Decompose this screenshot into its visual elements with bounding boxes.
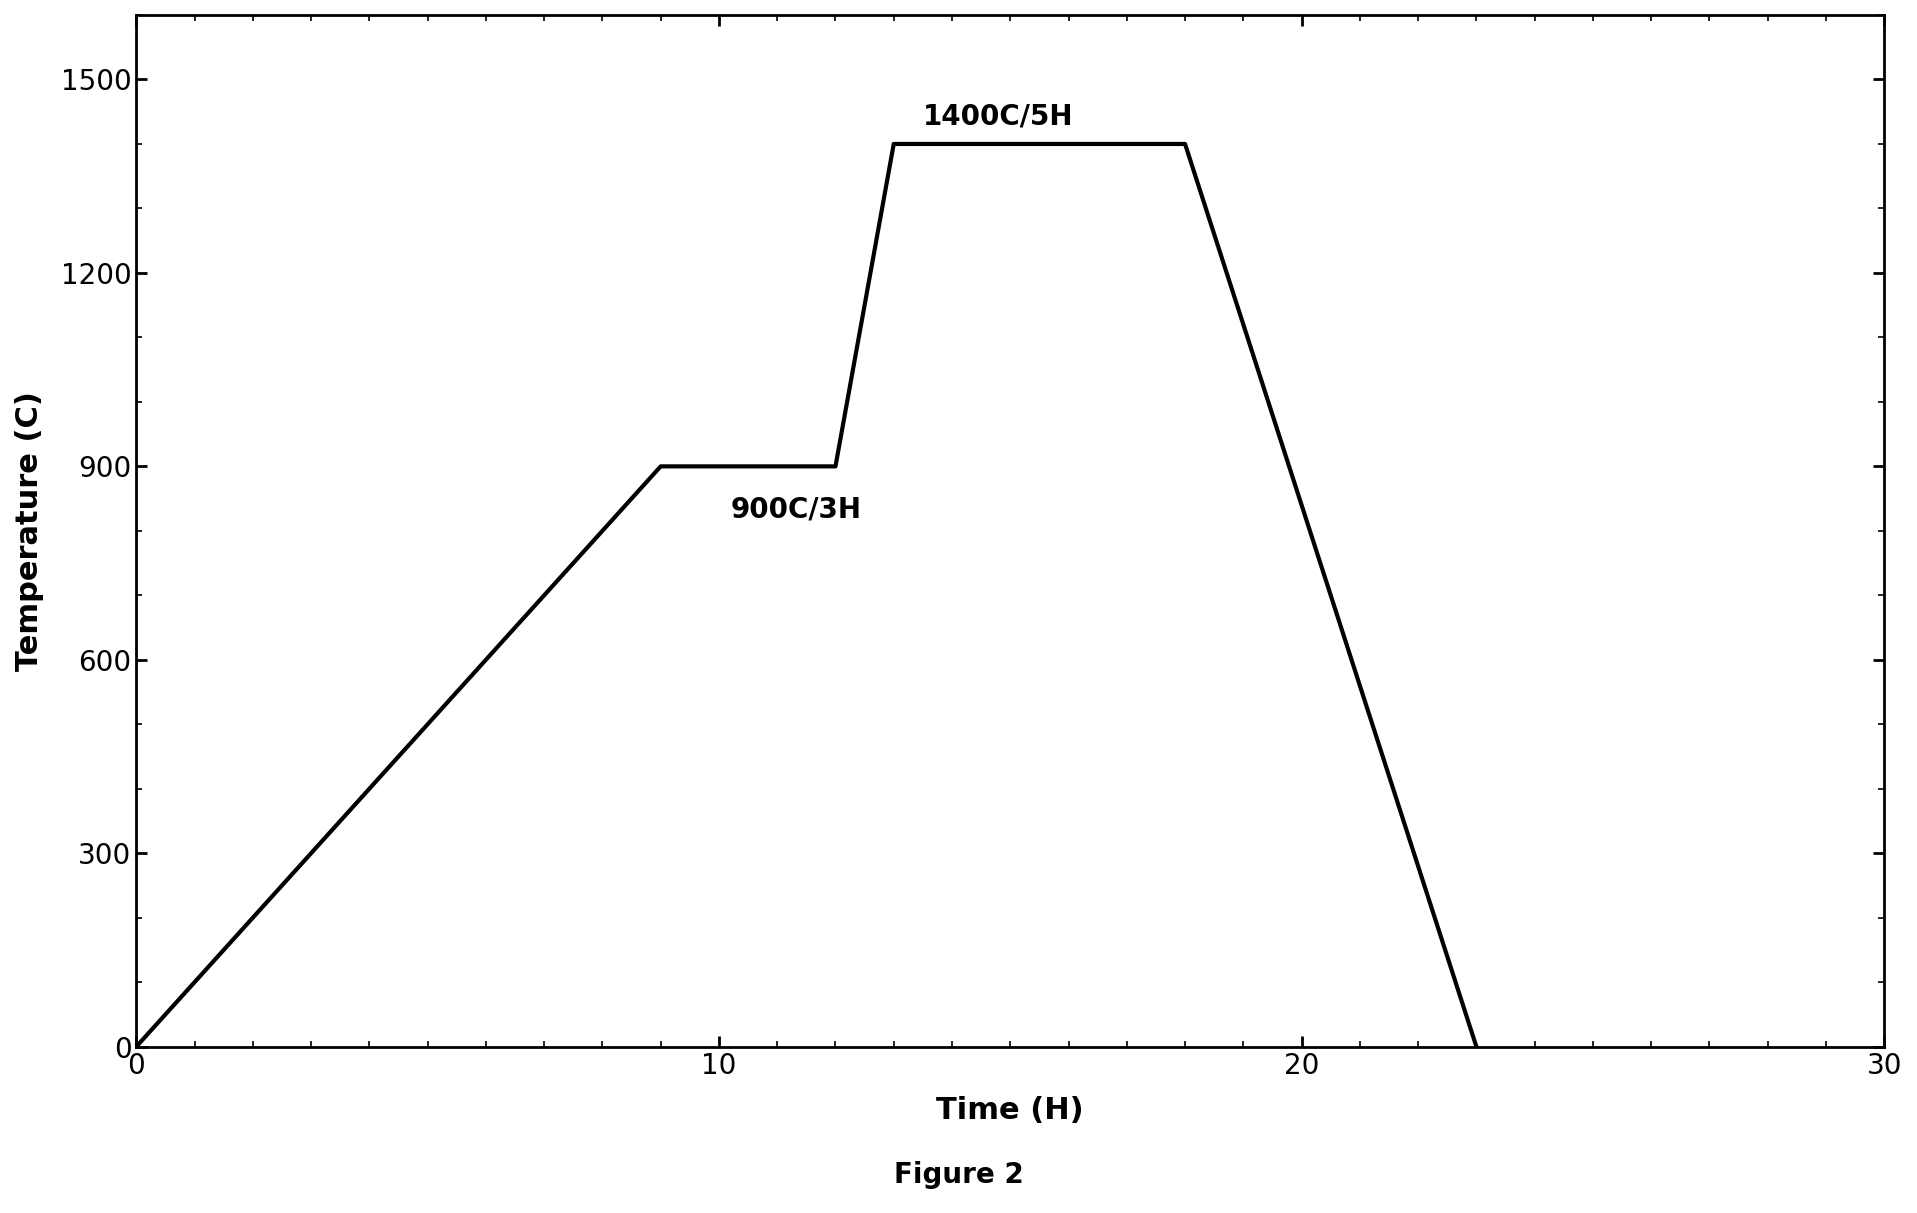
Text: 1400C/5H: 1400C/5H <box>922 103 1074 131</box>
Y-axis label: Temperature (C): Temperature (C) <box>15 391 44 671</box>
X-axis label: Time (H): Time (H) <box>935 1097 1085 1126</box>
Text: 900C/3H: 900C/3H <box>730 496 861 524</box>
Text: Figure 2: Figure 2 <box>893 1161 1024 1189</box>
